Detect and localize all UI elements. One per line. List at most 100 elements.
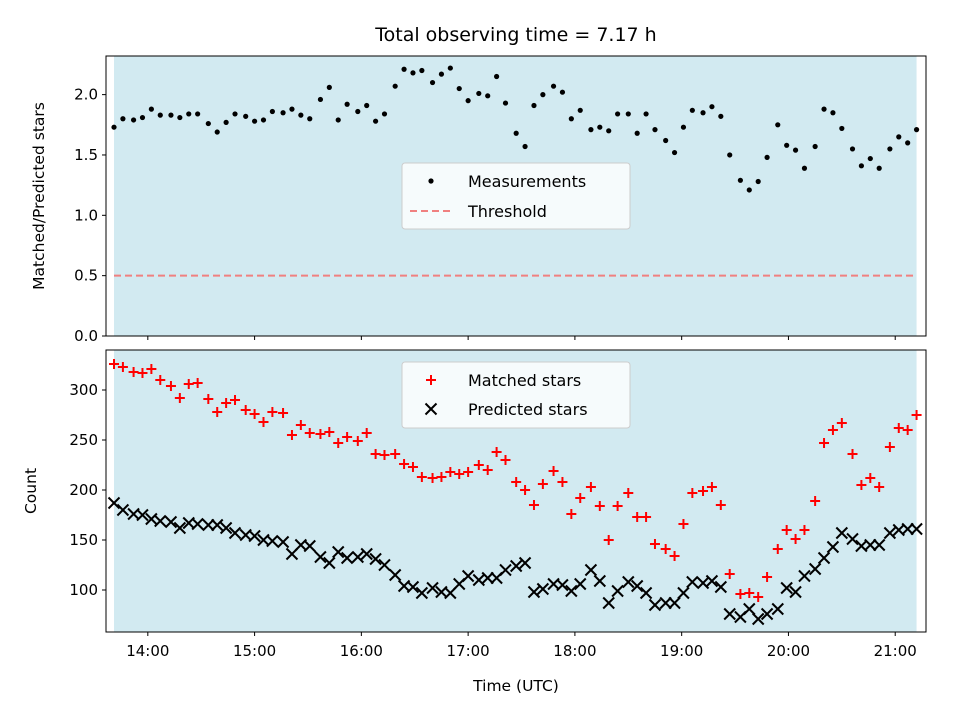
measurement-point [111, 124, 117, 130]
predicted-stars-point [677, 586, 690, 600]
predicted-stars-point [107, 496, 121, 510]
matched-stars-point [781, 525, 792, 535]
predicted-stars-point [303, 539, 316, 553]
matched-stars-point [240, 405, 251, 415]
predicted-stars-point [202, 518, 215, 532]
measurements-legend-marker [428, 178, 434, 184]
y-tick-label: 150 [69, 531, 98, 549]
y-tick-label: 0.5 [74, 267, 98, 285]
matched-stars-point [230, 395, 241, 405]
measurement-point [260, 117, 267, 123]
measurement-point [663, 137, 669, 144]
matched-stars-point [416, 472, 427, 482]
matched-stars-point [295, 420, 306, 430]
predicted-stars-point [228, 526, 242, 540]
measurement-point [849, 146, 856, 152]
predicted-stars-point [760, 607, 774, 621]
measurement-point [195, 111, 201, 117]
matched-stars-point [585, 482, 596, 492]
matched-stars-point [865, 473, 876, 483]
matched-stars-point [735, 589, 746, 599]
predicted-stars-point [846, 532, 859, 546]
predicted-stars-point [406, 580, 420, 594]
matched-stars-point [660, 544, 671, 554]
predicted-stars-point [136, 508, 149, 522]
predicted-stars-point [332, 545, 345, 559]
matched-stars-point [491, 447, 502, 457]
predicted-stars-point [340, 551, 354, 565]
measurement-point [344, 101, 350, 107]
predicted-stars-point [323, 556, 336, 570]
measurement-point [148, 106, 154, 112]
predicted-stars-point [639, 586, 653, 600]
measurement-point [139, 114, 146, 121]
predicted-stars-point [211, 518, 224, 532]
measurement-point [559, 89, 566, 95]
predicted-stars-point [910, 522, 923, 536]
time-axis-label: Time (UTC) [472, 677, 559, 695]
matched-stars-point [407, 462, 418, 472]
measurement-point [792, 147, 799, 153]
measurement-point [680, 124, 687, 130]
measurement-point [494, 73, 500, 80]
matched-stars-point [278, 408, 289, 418]
matched-stars-point [669, 551, 680, 561]
matched-stars-point [109, 359, 120, 369]
measurement-point [652, 127, 658, 133]
measurement-point [784, 142, 790, 148]
measurement-point [168, 112, 174, 118]
predicted-stars-point [584, 563, 598, 577]
matched-stars-point [762, 572, 773, 582]
measurement-points [111, 65, 920, 193]
measurement-point [625, 111, 631, 117]
predicted-stars-point [798, 569, 811, 583]
predicted-stars-point [556, 578, 569, 592]
measurement-point [372, 118, 379, 124]
predicted-stars-point [518, 556, 532, 570]
predicted-stars-point [659, 596, 672, 610]
measurement-point [588, 127, 594, 133]
matched-stars-point [575, 493, 586, 503]
predicted-stars-point [817, 551, 831, 565]
x-tick-label: 18:00 [553, 642, 596, 660]
matched-stars-point [333, 438, 344, 448]
matched-stars-point [399, 459, 410, 469]
x-tick-label: 15:00 [233, 642, 276, 660]
measurement-point [410, 70, 416, 76]
count-axis-label: Count [22, 468, 40, 514]
measurement-point [186, 111, 192, 117]
matched-stars-point [790, 534, 801, 544]
measurement-point [401, 66, 407, 72]
predicted-stars-point [872, 538, 886, 552]
matched-stars-point [810, 496, 821, 506]
matched-stars-point [724, 569, 735, 579]
count-panel: 100 150 200 250 300 Count Matched stars Pred… [22, 349, 927, 633]
predicted-stars-point [686, 575, 699, 589]
star-count-points [107, 359, 923, 626]
measurement-point [438, 71, 445, 77]
matched-stars-point [537, 479, 548, 489]
matched-stars-point [603, 535, 614, 545]
threshold-legend-label: Threshold [467, 202, 547, 221]
measurement-point [671, 149, 678, 156]
predicted-stars-point [723, 607, 736, 621]
predicted-stars-point [219, 521, 233, 535]
predicted-stars-point [630, 579, 644, 593]
measurement-point [718, 113, 724, 119]
measurement-point [839, 125, 845, 132]
y-tick-label: 250 [69, 431, 98, 449]
measurement-point [456, 85, 462, 92]
measurement-point [465, 98, 471, 104]
y-tick-label: 1.5 [74, 146, 98, 164]
measurement-point [485, 93, 491, 99]
matched-stars-point [856, 480, 867, 490]
measurement-point [419, 67, 425, 74]
predicted-stars-point [808, 562, 822, 576]
measurement-point [232, 111, 238, 117]
measurement-point [317, 96, 324, 103]
matched-stars-point [482, 465, 493, 475]
matched-stars-point [258, 417, 269, 427]
matched-stars-point [528, 500, 539, 510]
ratio-axis-label: Matched/Predicted stars [30, 102, 48, 290]
